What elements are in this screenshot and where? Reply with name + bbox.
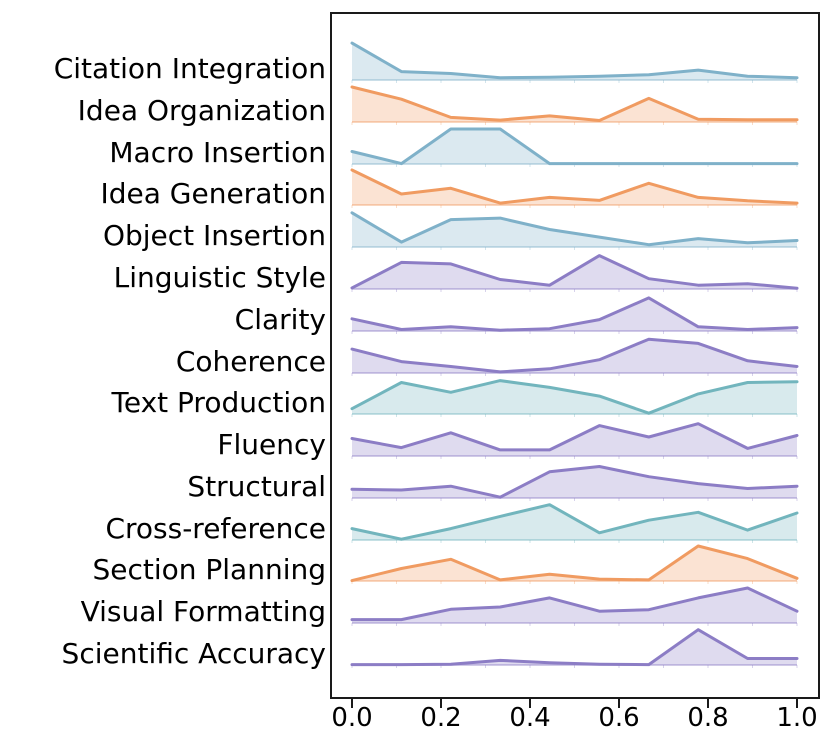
ridge-fill	[352, 43, 797, 80]
ridge-line	[350, 379, 799, 416]
ridge-line	[350, 211, 799, 247]
row-label: Citation Integration	[53, 52, 326, 85]
row-label: Structural	[187, 469, 326, 503]
ridge-line	[350, 586, 799, 622]
ridge-line	[350, 502, 799, 541]
ridge-fill	[352, 466, 797, 498]
ridge-row	[350, 127, 799, 167]
ridge-fill	[352, 255, 797, 289]
x-tick-label: 0.4	[509, 703, 551, 733]
ridge-line	[350, 337, 799, 373]
ridge-line	[350, 127, 799, 165]
ridge-row	[350, 379, 799, 418]
row-label: Clarity	[234, 302, 326, 336]
x-tick-label: 0.8	[687, 703, 729, 733]
ridge-rows	[332, 14, 818, 697]
ridge-line	[350, 296, 799, 332]
ridge-line	[350, 168, 799, 205]
ridge-line	[350, 544, 799, 583]
ridge-fill	[352, 212, 797, 248]
ridge-line	[350, 41, 799, 80]
ridge-row	[350, 85, 799, 125]
ridge-fill	[352, 128, 797, 164]
ridge-row	[350, 211, 799, 251]
row-label: Fluency	[217, 428, 326, 462]
ridge-fill	[352, 86, 797, 122]
row-label: Visual Formatting	[80, 595, 326, 629]
ridge-row	[350, 337, 799, 376]
x-tick-mark	[529, 699, 531, 708]
row-label: Idea Organization	[77, 93, 326, 127]
row-label: Idea Generation	[100, 177, 326, 211]
ridge-line	[350, 464, 799, 499]
ridge-row	[350, 254, 799, 292]
row-label: Object Insertion	[102, 219, 326, 253]
x-tick-mark	[707, 699, 709, 708]
ridge-row	[350, 586, 799, 627]
x-tick-label: 0.0	[331, 703, 373, 733]
ridge-line	[350, 254, 799, 290]
ridge-row	[350, 464, 799, 501]
row-label: Cross-reference	[105, 511, 326, 545]
ridge-row	[350, 544, 799, 585]
ridge-row	[350, 628, 799, 669]
ridge-fill	[352, 504, 797, 540]
x-tick-mark	[351, 699, 353, 708]
x-tick-label: 0.2	[420, 703, 462, 733]
ridge-row	[350, 296, 799, 334]
row-label: Section Planning	[92, 553, 326, 587]
ridge-fill	[352, 380, 797, 415]
ridge-row	[350, 41, 799, 83]
ridge-fill	[352, 170, 797, 206]
ridge-row	[350, 422, 799, 460]
row-label: Coherence	[175, 344, 326, 378]
x-tick-mark	[440, 699, 442, 708]
ridge-row	[350, 502, 799, 543]
ridge-line	[350, 628, 799, 667]
x-tick-label: 0.6	[598, 703, 640, 733]
row-label: Linguistic Style	[113, 260, 326, 294]
row-label: Text Production	[111, 386, 327, 420]
ridge-fill	[352, 338, 797, 373]
plot-area	[330, 12, 820, 699]
ridge-row	[350, 168, 799, 209]
ridge-fill	[352, 423, 797, 457]
ridge-fill	[352, 297, 797, 331]
row-label: Macro Insertion	[109, 135, 326, 169]
row-label: Scientific Accuracy	[61, 637, 326, 671]
x-tick-mark	[796, 699, 798, 708]
ridge-line	[350, 85, 799, 122]
ridge-line	[350, 422, 799, 452]
x-tick-label: 1.0	[776, 703, 818, 733]
x-tick-mark	[618, 699, 620, 708]
